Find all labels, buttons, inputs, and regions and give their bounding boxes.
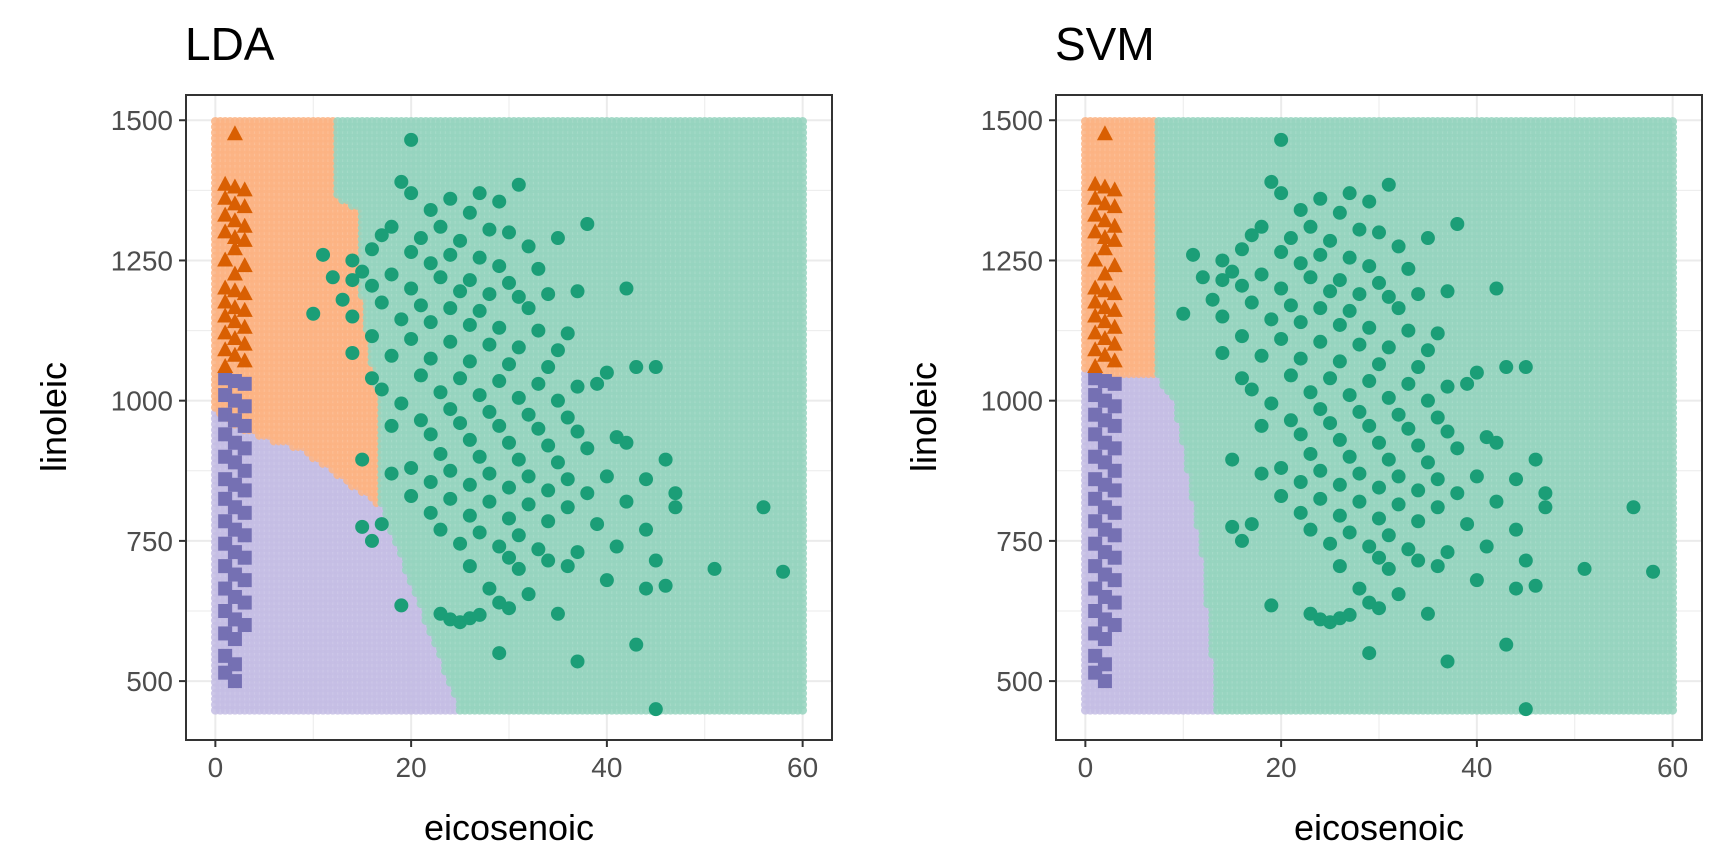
panel-title-lda: LDA [185, 18, 275, 70]
decision-region-grid-lda [210, 116, 808, 715]
